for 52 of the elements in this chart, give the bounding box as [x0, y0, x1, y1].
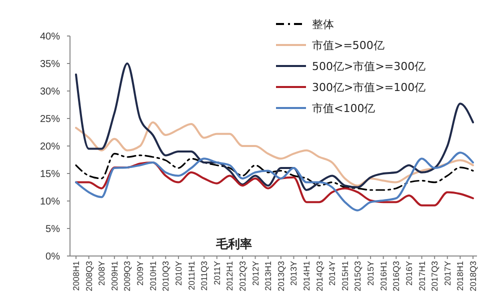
x-tick-label: 2016H1	[378, 260, 388, 291]
x-tick-label: 2008Q3	[84, 260, 94, 292]
x-tick-label: 2017Q3	[430, 260, 440, 292]
x-tick-label: 2009H1	[109, 260, 120, 291]
x-tick-label: 2015H1	[340, 260, 350, 291]
y-tick-label: 5%	[46, 224, 60, 235]
x-tick-label: 2010Y	[173, 260, 184, 286]
x-tick-label: 2012Q3	[237, 260, 248, 292]
x-tick-label: 2017H1	[416, 260, 427, 291]
x-tick-label: 2015Y	[366, 260, 376, 286]
x-tick-label: 2015Q3	[352, 260, 363, 292]
legend-label: 500亿>市值>=300亿	[312, 60, 426, 73]
x-tick-label: 2016Q3	[391, 260, 402, 292]
x-tick-label: 2013H1	[263, 260, 274, 291]
x-tick-label: 2012H1	[224, 260, 235, 291]
y-tick-label: 40%	[40, 32, 60, 42]
x-tick-label: 2014H1	[302, 260, 312, 291]
y-tick-label: 25%	[40, 114, 60, 125]
x-tick-label: 2014Y	[327, 260, 338, 286]
legend-label: 300亿>市值>=100亿	[312, 80, 426, 94]
y-tick-label: 35%	[40, 59, 60, 70]
x-tick-label: 2013Q3	[276, 260, 286, 292]
legend-label: 整体	[312, 18, 334, 31]
y-tick-label: 20%	[40, 142, 60, 152]
x-tick-label: 2014Q3	[314, 260, 324, 292]
x-tick-label: 2016Y	[404, 260, 414, 286]
legend-label: 市值<100亿	[312, 102, 376, 115]
x-tick-label: 2008H1	[71, 260, 81, 291]
x-tick-label: 2009Y	[135, 260, 146, 286]
x-tick-label: 2013Y	[288, 260, 299, 286]
x-tick-label: 2010H1	[148, 260, 158, 291]
x-tick-label: 2010Q3	[160, 260, 171, 292]
x-tick-label: 2017Y	[442, 260, 452, 286]
x-tick-label: 2011Q3	[199, 260, 210, 291]
x-tick-label: 2008Y	[96, 260, 107, 286]
x-tick-label: 2012Y	[250, 260, 260, 286]
y-tick-label: 0%	[46, 252, 60, 262]
annotation: 毛利率	[215, 237, 252, 251]
x-tick-label: 2018H1	[455, 260, 466, 291]
y-tick-label: 10%	[40, 196, 60, 208]
legend-label: 市值>=500亿	[312, 38, 384, 52]
line-series	[75, 152, 474, 191]
line-series	[75, 162, 474, 206]
line-series	[75, 152, 474, 212]
x-tick-label: 2018Q3	[468, 260, 478, 292]
y-tick-label: 30%	[40, 86, 60, 98]
x-tick-label: 2009Q3	[122, 260, 132, 292]
line-series	[75, 121, 474, 187]
line-series	[75, 62, 474, 191]
x-tick-label: 2011Y	[212, 260, 222, 285]
x-tick-label: 2011H1	[186, 260, 196, 290]
y-tick-label: 15%	[40, 169, 60, 180]
